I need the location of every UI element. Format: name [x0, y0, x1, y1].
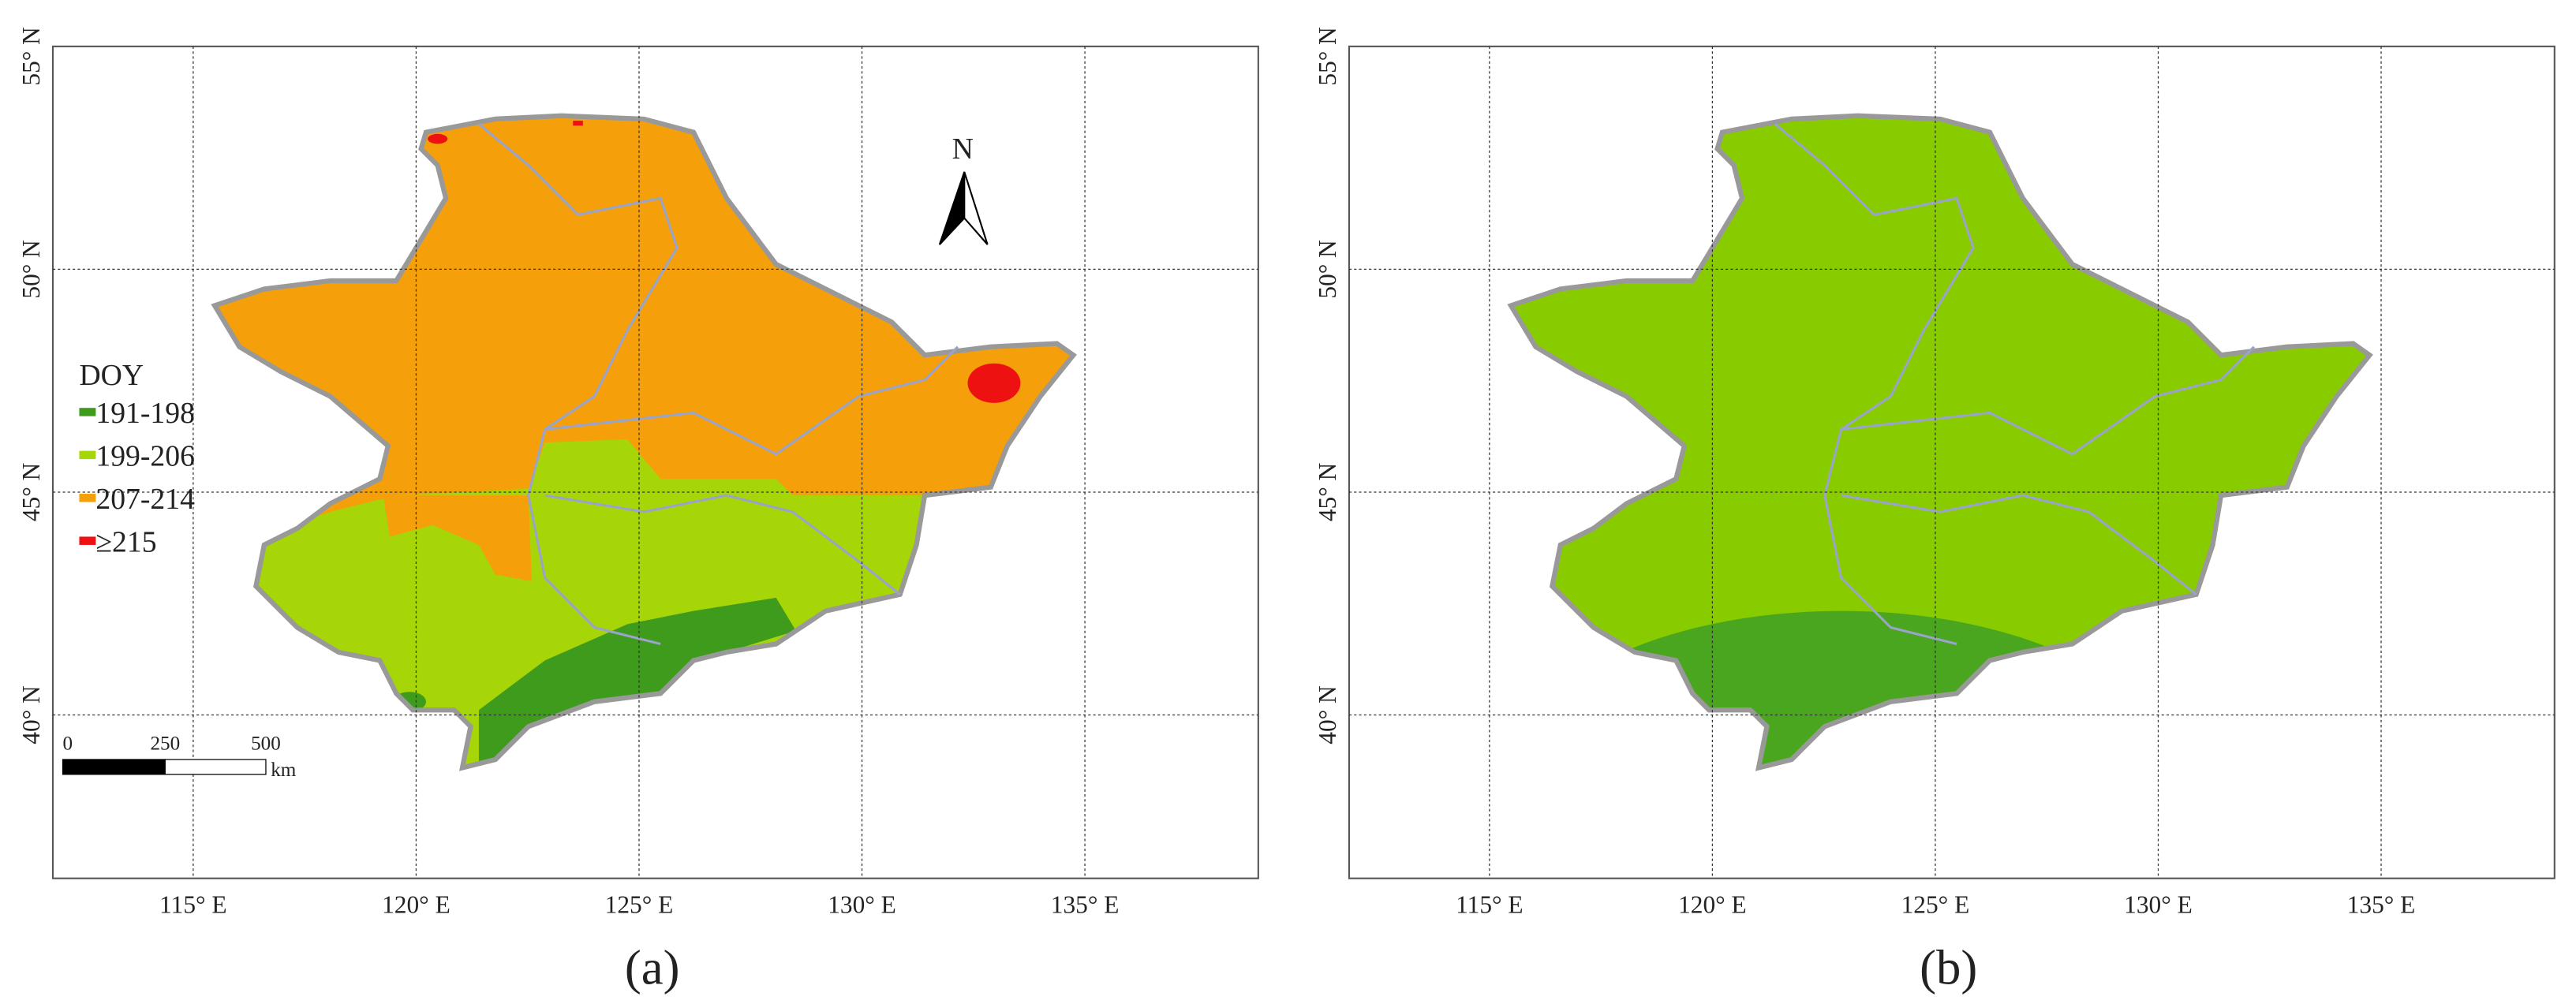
longitude-label: 120° E	[1678, 891, 1747, 919]
longitude-label: 130° E	[2124, 891, 2193, 919]
north-arrow-label: N	[952, 132, 974, 166]
zone-orange-patch	[383, 495, 532, 581]
legend-swatch	[79, 536, 96, 545]
latitude-label: 45° N	[17, 463, 45, 521]
north-arrow-right	[963, 171, 989, 245]
latitude-label: 40° N	[1314, 685, 1341, 744]
legend-label: 191-198	[95, 397, 195, 430]
longitude-label: 115° E	[1456, 891, 1523, 919]
legend-label: 207-214	[95, 483, 195, 516]
latitude-label: 45° N	[1314, 463, 1341, 521]
panel-label: (a)	[625, 940, 680, 995]
province-border	[1774, 123, 1975, 646]
scale-bar-unit: km	[271, 760, 297, 781]
zone-dark-green	[478, 597, 796, 768]
legend-swatch	[79, 494, 96, 502]
map-panel: 115° E 120° E 125° E 130° E 135° E 55° N 50° N…	[17, 27, 1259, 995]
zone-red	[573, 121, 583, 126]
longitude-label: 125° E	[605, 891, 674, 919]
longitude-label: 115° E	[159, 891, 226, 919]
legend-swatch	[79, 408, 96, 416]
longitude-label: 120° E	[382, 891, 451, 919]
panel-label: (b)	[1920, 940, 1977, 995]
latitude-label: 55° N	[17, 27, 45, 85]
province-border	[1841, 494, 2197, 595]
map-panel: 115° E 120° E 125° E 130° E 135° E 55° N 50° N…	[1314, 27, 2555, 995]
province-border	[544, 345, 959, 456]
zone-red	[967, 363, 1021, 403]
scale-bar-white	[164, 759, 267, 775]
province-border	[477, 123, 679, 646]
scale-bar-label: 0	[63, 733, 73, 754]
longitude-label: 135° E	[1051, 891, 1120, 919]
region-outline	[1507, 113, 2373, 771]
scale-bar-black	[62, 759, 166, 775]
longitude-label: 125° E	[1901, 891, 1970, 919]
legend-swatch	[79, 450, 96, 460]
longitude-label: 130° E	[828, 891, 896, 919]
zone-red	[428, 133, 448, 144]
region-outline	[211, 113, 1077, 771]
longitude-label: 135° E	[2347, 891, 2416, 919]
legend-label: 199-206	[95, 439, 195, 472]
province-border	[544, 494, 901, 595]
latitude-label: 50° N	[1314, 240, 1341, 298]
latitude-label: 50° N	[17, 240, 45, 298]
province-border	[1841, 345, 2255, 456]
legend-title: DOY	[79, 359, 144, 392]
latitude-label: 40° N	[17, 685, 45, 744]
scale-bar-label: 250	[150, 733, 180, 754]
legend-label: ≥215	[95, 525, 156, 558]
latitude-label: 55° N	[1314, 27, 1341, 85]
scale-bar-label: 500	[251, 733, 281, 754]
